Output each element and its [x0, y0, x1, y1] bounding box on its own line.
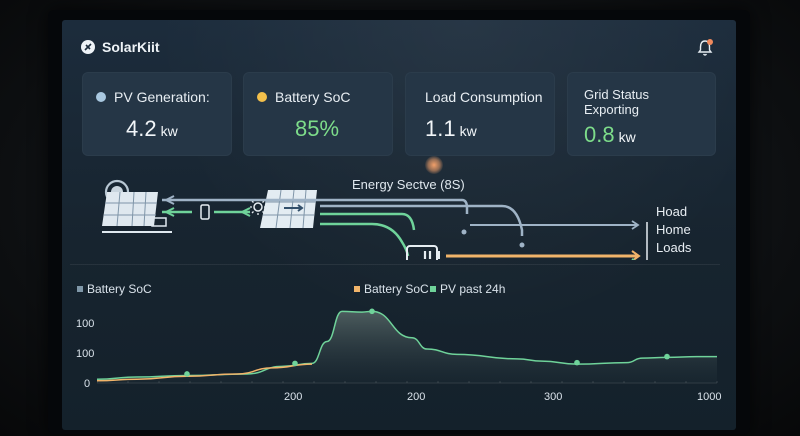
card-unit: kw — [459, 123, 477, 139]
load-label: Loads — [656, 240, 692, 255]
battery-dot-icon — [257, 92, 267, 102]
pv-dot-icon — [96, 92, 106, 102]
card-value: 1.1 — [425, 116, 456, 141]
card-value: 0.8 — [584, 122, 615, 147]
card-load-consumption[interactable]: Load Consumption 1.1 kw — [405, 72, 555, 156]
card-label: PV Generation: — [114, 89, 210, 105]
card-unit: kw — [160, 123, 178, 139]
energy-flow-diagram — [102, 179, 648, 260]
app-name: SolarKiit — [102, 39, 160, 55]
card-value: 85% — [295, 116, 340, 141]
x-tick-label: 1000 — [697, 391, 722, 403]
legend-label: PV past 24h — [440, 282, 506, 296]
y-tick-label: 100 — [76, 318, 95, 330]
battery-small-icon — [200, 204, 210, 220]
x-tick-label: 200 — [284, 391, 303, 403]
x-tick-label: 300 — [544, 391, 563, 403]
card-grid-status[interactable]: Grid Status Exporting 0.8 kw — [567, 72, 716, 156]
battery-icon — [406, 245, 438, 260]
notifications-bell-icon[interactable] — [696, 38, 714, 58]
data-point-marker[interactable] — [184, 371, 190, 377]
battery-feed-line — [320, 222, 410, 257]
data-point-marker[interactable] — [369, 308, 375, 315]
pv-array-icon — [102, 179, 172, 233]
notification-badge — [707, 39, 713, 45]
status-glow — [425, 156, 443, 174]
return-flow-line — [162, 198, 469, 214]
load-label: Home — [656, 222, 691, 237]
arrow-right-icon — [631, 250, 641, 260]
card-label: Grid Status — [584, 87, 650, 102]
data-point-marker[interactable] — [664, 353, 670, 360]
x-tick-label: 200 — [407, 391, 426, 403]
card-battery-soc[interactable]: Battery SoC 85% — [243, 72, 393, 156]
legend-item[interactable]: Battery SoC — [77, 282, 152, 296]
legend-swatch — [77, 286, 83, 292]
load-label: Hoad — [656, 204, 688, 219]
y-tick-label: 100 — [76, 348, 95, 360]
loads-labels: Hoad Home Loads — [656, 203, 691, 257]
pv-area — [97, 311, 717, 383]
y-tick-label: 0 — [84, 378, 91, 390]
series-line-battery — [97, 363, 313, 382]
flow-node — [519, 242, 525, 248]
legend-swatch — [430, 286, 436, 292]
arrow-left-icon — [165, 207, 175, 217]
chart-plot — [97, 308, 718, 384]
arrow-left-icon — [165, 195, 175, 205]
legend-label: Battery SoC — [87, 282, 152, 296]
data-point-marker[interactable] — [292, 360, 298, 367]
data-point-marker[interactable] — [574, 359, 580, 366]
card-unit: kw — [618, 129, 636, 145]
grid-flow-line — [320, 204, 524, 236]
card-label: Battery SoC — [275, 89, 351, 105]
arrow-right-icon — [241, 207, 251, 217]
legend-swatch — [354, 286, 360, 292]
solar-panel-icon — [260, 189, 317, 229]
dashboard-screen: SolarKiit PV Generation: 4.2 kw Battery S… — [62, 20, 736, 430]
card-value: 4.2 — [126, 116, 157, 141]
flow-node — [461, 229, 467, 235]
card-pv-generation[interactable]: PV Generation: 4.2 kw — [82, 72, 232, 156]
legend-label: Battery SoC — [364, 282, 429, 296]
section-divider — [70, 264, 720, 265]
flow-title: Energy Sectve (8S) — [352, 177, 465, 192]
legend-item[interactable]: PV past 24h — [430, 282, 505, 296]
logo-icon — [81, 40, 95, 54]
legend-item[interactable]: Battery SoC — [354, 282, 429, 296]
battery-charge-line — [320, 212, 416, 231]
card-sublabel: Exporting — [584, 102, 639, 117]
card-label: Load Consumption — [425, 89, 543, 105]
app-brand[interactable]: SolarKiit — [80, 39, 160, 55]
series-line-pv — [97, 310, 717, 380]
arrow-right-icon — [631, 220, 640, 230]
